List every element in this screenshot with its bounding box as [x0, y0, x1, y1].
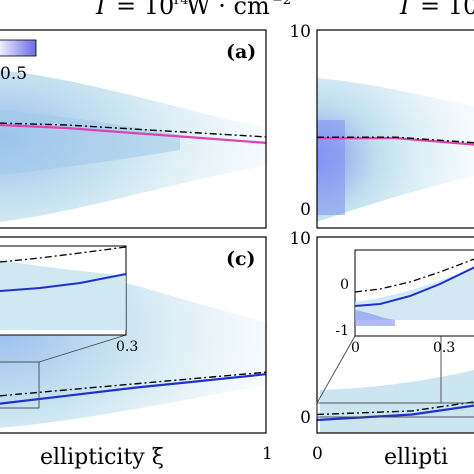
x-axis-label-right: ellipti: [384, 445, 448, 470]
panel-a-frame: [0, 29, 267, 229]
panel-d-density: [320, 370, 474, 433]
panel-c: (c) 0.3 1 ellipticity ξ: [0, 236, 273, 470]
panel-d-classical-line: [316, 401, 474, 416]
title-right: I = 10 1: [399, 0, 474, 20]
panel-b-density: [317, 78, 474, 222]
title-left-symbol: I: [95, 0, 106, 20]
panel-c-inset-quantum-line: [0, 273, 127, 292]
title-left-unit: W · cm: [186, 0, 270, 20]
colorbar: [0, 39, 37, 57]
panel-c-label: (c): [226, 248, 256, 270]
panel-b-density-core: [317, 120, 345, 215]
panel-d-xtick-0: 0: [312, 444, 323, 464]
title-left: I = 10 14 W · cm −2: [95, 0, 291, 20]
panel-d: 10 0 0 -1 0 0.3 0 ellipti: [289, 229, 474, 470]
panel-d-quantum-line: [316, 404, 474, 422]
panel-b-classical-line: [317, 136, 474, 144]
panel-a-label: (a): [226, 41, 256, 63]
panel-d-inset-xtick-0.3: 0.3: [433, 340, 455, 356]
panel-b-frame: [316, 29, 474, 229]
panel-d-ytick-10: 10: [289, 229, 311, 249]
panel-c-inset-xtick: 0.3: [116, 339, 138, 355]
panel-b-ytick-0: 0: [300, 200, 311, 220]
panel-a-quantum-line: [0, 123, 267, 144]
panel-c-zoom-connector: [38, 334, 127, 363]
panel-d-inset-classical-line: [354, 258, 474, 293]
panel-d-inset-density-core: [355, 310, 395, 326]
colorbar-tick: 0.5: [0, 64, 27, 84]
panel-b: 10 0: [289, 22, 474, 229]
panel-b-ytick-10: 10: [289, 22, 311, 42]
title-left-equals: = 10: [116, 0, 174, 20]
panel-c-zoom-box: [0, 361, 40, 409]
panel-b-quantum-line: [317, 137, 474, 146]
panel-c-inset-classical-line: [0, 246, 127, 263]
panel-d-inset-ytick-0: 0: [340, 277, 349, 293]
panel-c-frame: [0, 236, 267, 434]
panel-a: 0.5 (a): [0, 29, 267, 229]
title-left-exponent: 14: [172, 0, 189, 8]
panel-d-zoom-box: [316, 402, 474, 418]
panel-d-frame: [316, 236, 474, 434]
panel-d-inset-ytick-minus1: -1: [335, 323, 349, 339]
panel-d-ytick-0: 0: [300, 408, 311, 428]
panel-c-inset: 0.3: [0, 245, 138, 355]
title-right-equals: = 10: [420, 0, 474, 20]
title-left-unit-exponent: −2: [272, 0, 291, 8]
panel-c-inset-density: [0, 260, 126, 330]
title-right-symbol: I: [399, 0, 410, 20]
panel-d-inset-quantum-line: [354, 266, 474, 307]
x-axis-label-left: ellipticity ξ: [40, 445, 164, 470]
panel-a-classical-line: [0, 122, 267, 138]
panel-d-zoom-connector-left: [316, 335, 356, 404]
panel-c-xtick-1: 1: [262, 444, 273, 464]
panel-d-inset-xtick-0: 0: [351, 340, 360, 356]
panel-c-quantum-line: [0, 373, 267, 405]
panel-d-inset: 0 -1 0 0.3: [335, 249, 474, 356]
